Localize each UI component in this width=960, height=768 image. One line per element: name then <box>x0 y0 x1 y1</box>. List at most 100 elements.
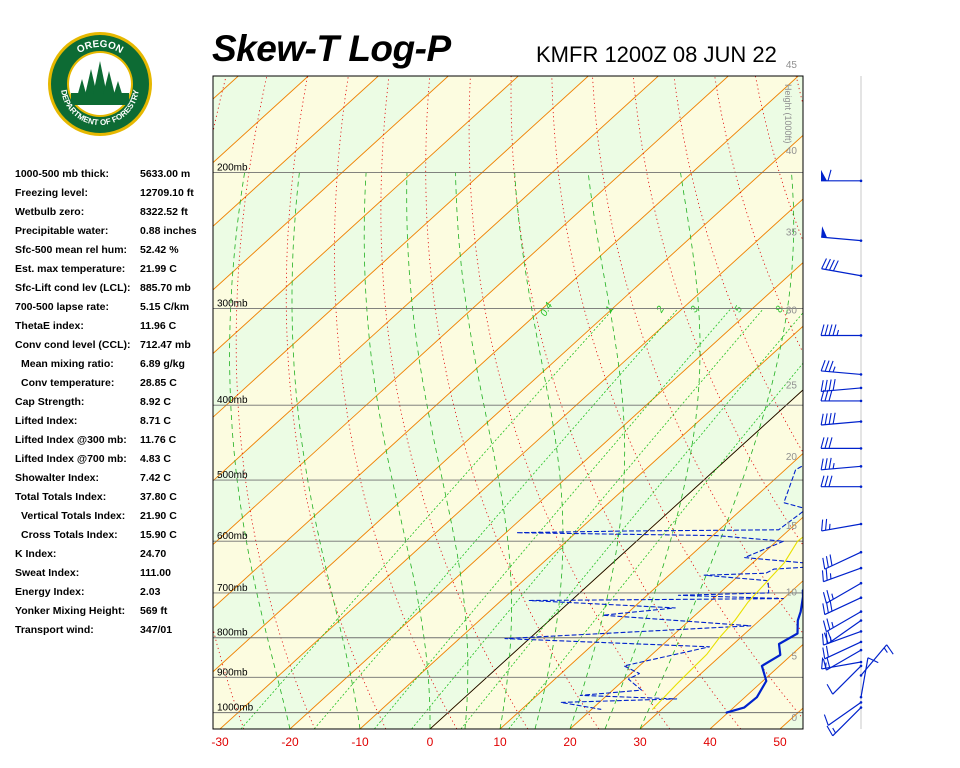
barb-feather <box>828 259 835 271</box>
isobar-label: 1000mb <box>217 703 254 714</box>
stability-indices-panel: 1000-500 mb thick: 5633.00 m Freezing leve… <box>15 168 210 643</box>
index-row: 700-500 lapse rate: 5.15 C/km <box>15 301 210 320</box>
wind-barb <box>822 640 863 660</box>
barb-feather <box>822 620 827 632</box>
x-tick-label: -20 <box>281 735 299 749</box>
index-row: Mean mixing ratio: 6.89 g/kg <box>15 358 210 377</box>
barb-station-dot <box>859 695 863 699</box>
index-value: 11.76 C <box>140 434 177 446</box>
isotherm-line <box>213 134 803 673</box>
moist-adiabat <box>291 172 361 729</box>
barb-feather <box>821 657 824 670</box>
barb-feather <box>826 684 834 695</box>
barb-station-dot <box>859 334 863 337</box>
barb-staff <box>860 657 869 698</box>
index-label: Cross Totals Index: <box>21 529 118 541</box>
barb-station-dot <box>859 701 863 704</box>
index-value: 6.89 g/kg <box>140 358 185 370</box>
barb-station-dot <box>859 596 863 599</box>
index-row: Transport wind: 347/01 <box>15 624 210 643</box>
barb-feather <box>822 603 826 615</box>
dry-adiabat <box>714 76 803 354</box>
isobar-label: 700mb <box>217 583 248 594</box>
barb-station-dot <box>859 674 863 677</box>
barb-feather <box>822 647 826 659</box>
wind-barb <box>821 566 863 583</box>
index-row: Sweat Index: 111.00 <box>15 567 210 586</box>
mixing-ratio-line <box>411 308 764 729</box>
index-value: 7.42 C <box>140 472 171 484</box>
barb-staff <box>824 551 862 570</box>
isotherm-line <box>219 198 803 729</box>
barb-station-dot <box>859 420 863 423</box>
index-value: 37.80 C <box>140 491 177 503</box>
barb-feather <box>828 324 833 336</box>
barb-half-feather <box>824 662 827 669</box>
barb-feather <box>820 389 825 402</box>
isotherm-line <box>213 76 379 227</box>
dry-adiabat <box>673 76 803 454</box>
barb-feather <box>822 557 826 570</box>
barb-feather <box>824 458 828 470</box>
barb-feather <box>824 389 829 402</box>
barb-feather <box>820 380 824 392</box>
barb-feather <box>820 475 825 487</box>
temperature-trace <box>725 588 803 714</box>
isobar-label: 200mb <box>217 163 248 174</box>
index-value: 15.90 C <box>140 529 177 541</box>
index-label: Precipitable water: <box>15 225 109 237</box>
barb-staff <box>827 620 862 644</box>
barb-staff <box>823 567 862 583</box>
height-tick-label: 25 <box>786 380 798 391</box>
mixing-ratio-label: 2 <box>654 304 667 316</box>
wind-barb <box>859 644 894 677</box>
index-row: K Index: 24.70 <box>15 548 210 567</box>
height-tick-label: 45 <box>786 60 798 71</box>
mixing-ratio-line <box>313 308 679 729</box>
index-label: Sfc-Lift cond lev (LCL): <box>15 282 131 294</box>
index-label: ThetaE index: <box>15 320 84 332</box>
barb-feather <box>824 437 829 449</box>
mixing-ratio-line <box>508 362 803 729</box>
isobar-label: 900mb <box>217 667 248 678</box>
parcel-trace <box>652 536 803 710</box>
index-row: Cap Strength: 8.92 C <box>15 396 210 415</box>
mixing-ratio-label: 5 <box>733 304 746 315</box>
wind-barb <box>821 226 863 242</box>
index-label: Energy Index: <box>15 586 85 598</box>
barb-staff <box>821 465 862 471</box>
dry-adiabat <box>592 76 803 635</box>
index-label: Lifted Index @700 mb: <box>15 453 127 465</box>
index-value: 8.71 C <box>140 415 171 427</box>
index-value: 21.99 C <box>140 263 177 275</box>
isobar-label: 600mb <box>217 531 248 542</box>
barb-feather <box>824 475 829 487</box>
index-row: Sfc-500 mean rel hum: 52.42 % <box>15 244 210 263</box>
moist-adiabat <box>455 172 512 729</box>
index-value: 28.85 C <box>140 377 177 389</box>
barb-feather <box>821 570 824 582</box>
station-time-label: KMFR 1200Z 08 JUN 22 <box>536 42 777 67</box>
index-row: Lifted Index: 8.71 C <box>15 415 210 434</box>
index-value: 52.42 % <box>140 244 179 256</box>
dry-adiabat <box>871 53 960 729</box>
barb-half-feather <box>836 329 840 336</box>
wind-barb <box>820 360 863 376</box>
barb-station-dot <box>859 581 863 585</box>
index-value: 8.92 C <box>140 396 171 408</box>
barb-station-dot <box>859 239 863 242</box>
barb-feather <box>825 556 829 568</box>
index-row: Est. max temperature: 21.99 C <box>15 263 210 282</box>
barb-staff <box>821 370 862 376</box>
dry-adiabat <box>551 76 803 720</box>
barb-feather <box>832 260 839 272</box>
barb-feather <box>824 379 828 392</box>
barb-half-feather <box>828 523 831 530</box>
index-value: 8322.52 ft <box>140 206 188 218</box>
mixing-ratio-label: 3 <box>689 304 702 315</box>
barb-feather <box>828 389 833 402</box>
barb-feather <box>824 324 829 336</box>
barb-feather <box>820 413 824 426</box>
index-value: 5633.00 m <box>140 168 191 180</box>
index-label: Est. max temperature: <box>15 263 126 275</box>
